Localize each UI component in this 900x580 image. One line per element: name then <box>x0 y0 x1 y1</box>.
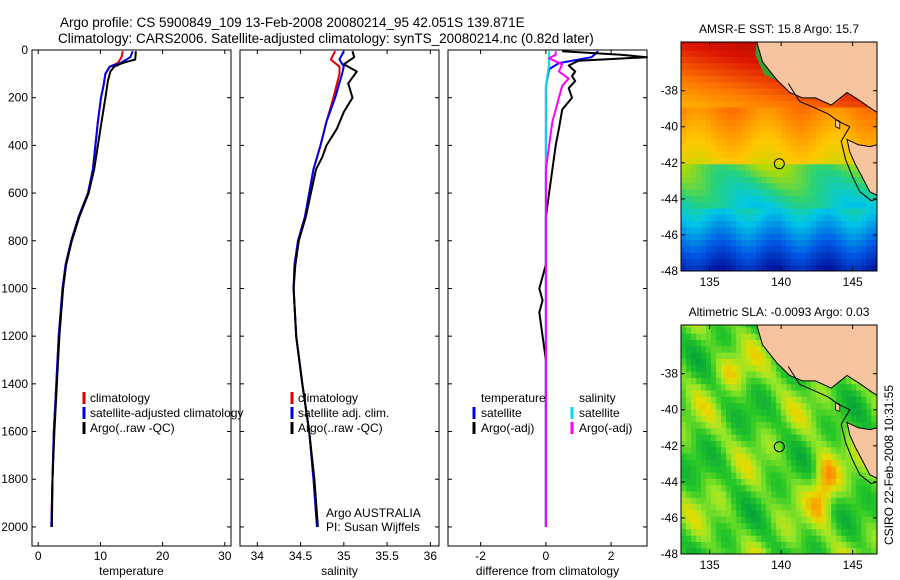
difference-legend-entry: Argo(-adj) <box>481 421 534 435</box>
sst-map-panel: -38 -40 -42 -44 -46 -48 135 140 145 AMSR-E SST: 1… <box>661 22 878 289</box>
sst-map-ytick-label: -44 <box>661 192 679 206</box>
temperature-ytick-label: 600 <box>8 186 28 200</box>
salinity-series-satellite-adj-clim- <box>292 50 345 527</box>
salinity-xtick-label: 35 <box>337 549 351 563</box>
salinity-xtick-label: 34 <box>251 549 265 563</box>
salinity-series-argo-raw-qc- <box>292 50 358 527</box>
difference-series-temperature-satellite <box>544 50 599 527</box>
sst-map-xtick-label: 145 <box>843 275 863 289</box>
sst-map-ytick-label: -40 <box>661 120 679 134</box>
sst-map-title: AMSR-E SST: 15.8 Argo: 15.7 <box>699 22 859 36</box>
difference-axes-frame <box>447 49 648 547</box>
salinity-legend-entry: satellite adj. clim. <box>298 406 389 420</box>
salinity-legend-entry: Argo(..raw -QC) <box>298 421 383 435</box>
temperature-xlabel: temperature <box>99 564 164 578</box>
temperature-panel: 0 200 400 600 800 1000 1200 1400 1600 1800 2000 0 10… <box>1 43 243 578</box>
salinity-xtick-label: 34.5 <box>289 549 313 563</box>
sla-map-land-tasmania <box>846 421 877 479</box>
temperature-ytick-label: 200 <box>8 91 28 105</box>
sst-map-xtick-label: 140 <box>771 275 791 289</box>
temperature-xtick-label: 20 <box>156 549 170 563</box>
difference-xtick-label: -2 <box>475 549 486 563</box>
salinity-axes-frame <box>239 49 440 547</box>
temperature-ytick-label: 400 <box>8 138 28 152</box>
difference-legend-entry: Argo(-adj) <box>579 421 632 435</box>
difference-legend-title: salinity <box>579 391 616 405</box>
side-timestamp-label: CSIRO 22-Feb-2008 10:31:55 <box>882 385 896 545</box>
temperature-legend-entry: satellite-adjusted climatology <box>90 406 243 420</box>
temperature-ytick-label: 0 <box>21 43 28 57</box>
salinity-annotation-line: PI: Susan Wijffels <box>326 520 420 534</box>
sla-map-float-position-marker <box>773 441 785 453</box>
salinity-xlabel: salinity <box>321 564 358 578</box>
difference-xtick-label: 0 <box>543 549 550 563</box>
temperature-axes-frame <box>31 49 232 547</box>
sst-map-frame <box>680 41 878 272</box>
sla-map-xtick-label: 145 <box>843 558 863 572</box>
temperature-ytick-label: 1000 <box>1 281 28 295</box>
sla-map-ytick-label: -44 <box>661 475 679 489</box>
temperature-ytick-label: 1200 <box>1 329 28 343</box>
sst-map-xtick-label: 135 <box>700 275 720 289</box>
temperature-xtick-label: 10 <box>94 549 108 563</box>
map-panels: -38 -40 -42 -44 -46 -48 135 140 145 AMSR-E SST: 1… <box>661 22 878 572</box>
temperature-ytick-label: 800 <box>8 234 28 248</box>
header-line-1: Argo profile: CS 5900849_109 13-Feb-2008… <box>60 15 525 30</box>
sla-map-xtick-label: 140 <box>771 558 791 572</box>
difference-series-temperature-argo-adj- <box>538 50 648 527</box>
sst-map-ytick-label: -42 <box>661 156 679 170</box>
sla-map-xtick-label: 135 <box>700 558 720 572</box>
sla-map-title: Altimetric SLA: -0.0093 Argo: 0.03 <box>689 305 870 319</box>
temperature-legend-entry: climatology <box>90 391 150 405</box>
temperature-ytick-label: 1800 <box>1 472 28 486</box>
sla-map-ytick-label: -48 <box>661 547 679 561</box>
salinity-series-climatology <box>292 50 341 527</box>
sst-map-ytick-label: -48 <box>661 264 679 278</box>
salinity-xtick-label: 36 <box>424 549 438 563</box>
temperature-legend-entry: Argo(..raw -QC) <box>90 421 175 435</box>
difference-legend-title: temperature <box>481 391 546 405</box>
sst-map-shelf-contour <box>787 83 877 202</box>
salinity-legend-entry: climatology <box>298 391 358 405</box>
sst-map-ytick-label: -38 <box>661 84 679 98</box>
temperature-ytick-label: 2000 <box>1 520 28 534</box>
difference-legend-entry: satellite <box>579 406 620 420</box>
difference-xlabel: difference from climatology <box>476 564 619 578</box>
temperature-xtick-label: 30 <box>218 549 232 563</box>
sla-map-shelf-contour <box>787 366 877 485</box>
sla-map-ytick-label: -46 <box>661 511 679 525</box>
sla-map-ytick-label: -42 <box>661 439 679 453</box>
temperature-xtick-label: 0 <box>35 549 42 563</box>
temperature-series-argo-raw-qc- <box>50 51 137 527</box>
sla-map-panel: -38 -40 -42 -44 -46 -48 135 140 145 Altimetric SL… <box>661 305 878 572</box>
difference-xtick-label: 2 <box>608 549 615 563</box>
salinity-xtick-label: 35.5 <box>375 549 399 563</box>
sla-map-ytick-label: -38 <box>661 367 679 381</box>
temperature-ytick-label: 1600 <box>1 425 28 439</box>
sst-map-ytick-label: -46 <box>661 228 679 242</box>
sla-map-frame <box>680 324 878 555</box>
sst-map-land-tasmania <box>846 138 877 196</box>
header-line-2: Climatology: CARS2006. Satellite-adjuste… <box>58 31 594 46</box>
salinity-annotation-line: Argo AUSTRALIA <box>326 506 421 520</box>
sst-map-float-position-marker <box>773 158 785 170</box>
sla-map-land-mainland <box>756 325 877 396</box>
difference-series-salinity-argo-adj- <box>544 51 570 527</box>
sla-map-ytick-label: -40 <box>661 403 679 417</box>
difference-legend-entry: satellite <box>481 406 522 420</box>
temperature-ytick-label: 1400 <box>1 377 28 391</box>
sst-map-land-mainland <box>756 42 877 113</box>
salinity-panel: 34 34.5 35 35.5 36 salinity climatologysatelli… <box>239 49 440 578</box>
